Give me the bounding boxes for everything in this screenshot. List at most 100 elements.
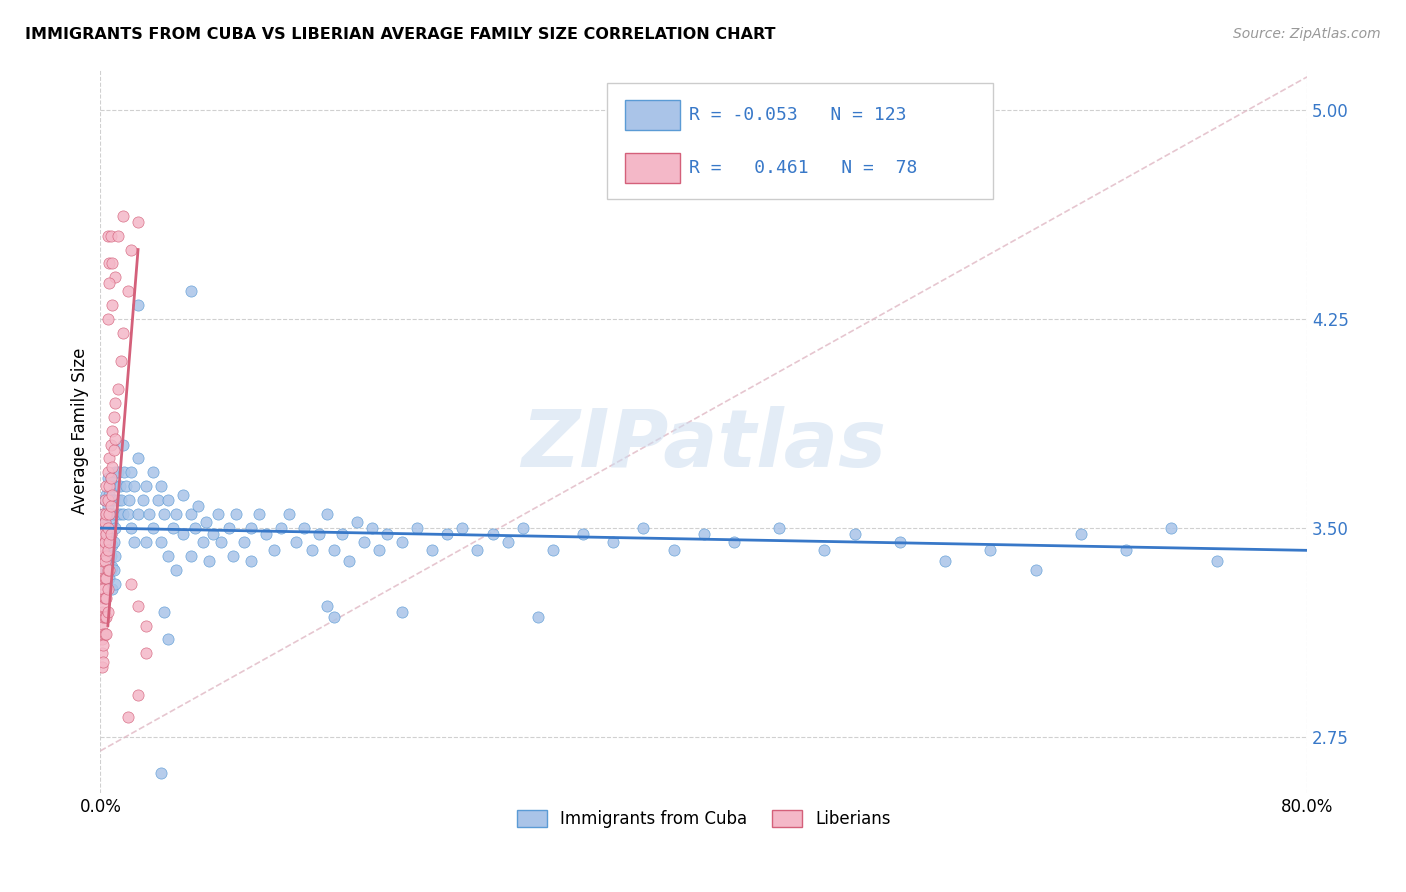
- Point: [100, 526, 122, 541]
- Point: [135, 479, 157, 493]
- Point: [98, 535, 121, 549]
- Point: [240, 554, 263, 568]
- Point: [120, 521, 142, 535]
- Point: [100, 437, 122, 451]
- Point: [90, 576, 112, 591]
- Text: Source: ZipAtlas.com: Source: ZipAtlas.com: [1233, 27, 1381, 41]
- Point: [111, 209, 134, 223]
- Point: [323, 543, 346, 558]
- Point: [104, 270, 127, 285]
- Point: [481, 526, 503, 541]
- Point: [165, 563, 187, 577]
- Point: [101, 459, 124, 474]
- Point: [101, 424, 124, 438]
- Point: [107, 228, 129, 243]
- Point: [218, 521, 240, 535]
- Point: [693, 526, 716, 541]
- Point: [98, 256, 121, 270]
- Point: [90, 647, 112, 661]
- Point: [94, 493, 117, 508]
- Point: [122, 535, 145, 549]
- Point: [101, 298, 124, 312]
- Point: [149, 479, 172, 493]
- Point: [194, 516, 217, 530]
- Point: [323, 610, 346, 624]
- Point: [100, 499, 122, 513]
- Point: [98, 479, 121, 493]
- Point: [94, 571, 117, 585]
- Point: [96, 479, 118, 493]
- Point: [98, 507, 121, 521]
- Point: [94, 610, 117, 624]
- Point: [93, 582, 115, 597]
- Point: [368, 543, 391, 558]
- Point: [108, 479, 131, 493]
- Point: [222, 549, 245, 563]
- Point: [93, 627, 115, 641]
- Bar: [626, 153, 679, 183]
- Point: [152, 507, 174, 521]
- Point: [98, 571, 121, 585]
- Point: [110, 354, 132, 368]
- Point: [93, 638, 115, 652]
- Point: [346, 516, 368, 530]
- Point: [98, 488, 121, 502]
- Point: [120, 243, 142, 257]
- Text: IMMIGRANTS FROM CUBA VS LIBERIAN AVERAGE FAMILY SIZE CORRELATION CHART: IMMIGRANTS FROM CUBA VS LIBERIAN AVERAGE…: [25, 27, 776, 42]
- Point: [101, 488, 124, 502]
- Point: [1205, 554, 1227, 568]
- Point: [127, 599, 149, 613]
- Point: [420, 543, 443, 558]
- Point: [152, 605, 174, 619]
- Point: [117, 285, 139, 299]
- Legend: Immigrants from Cuba, Liberians: Immigrants from Cuba, Liberians: [510, 804, 897, 835]
- Point: [96, 549, 118, 563]
- Point: [723, 535, 745, 549]
- Point: [979, 543, 1001, 558]
- Point: [90, 660, 112, 674]
- Point: [110, 493, 132, 508]
- Point: [127, 451, 149, 466]
- Point: [97, 543, 120, 558]
- Point: [93, 571, 115, 585]
- Point: [104, 432, 127, 446]
- Point: [107, 382, 129, 396]
- Point: [97, 499, 120, 513]
- Point: [149, 766, 172, 780]
- Point: [97, 521, 120, 535]
- Point: [187, 499, 209, 513]
- Text: R = -0.053   N = 123: R = -0.053 N = 123: [689, 106, 907, 124]
- Y-axis label: Average Family Size: Average Family Size: [72, 347, 89, 514]
- Point: [103, 507, 125, 521]
- Point: [93, 599, 115, 613]
- Point: [104, 521, 127, 535]
- Point: [97, 605, 120, 619]
- Bar: [607, 83, 993, 199]
- Point: [285, 535, 308, 549]
- Point: [111, 507, 134, 521]
- Point: [93, 655, 115, 669]
- Point: [572, 526, 595, 541]
- Point: [391, 535, 413, 549]
- Point: [662, 543, 685, 558]
- Point: [93, 554, 115, 568]
- Point: [118, 493, 141, 508]
- Point: [353, 535, 375, 549]
- Point: [101, 560, 124, 574]
- Point: [207, 507, 229, 521]
- Point: [1070, 526, 1092, 541]
- Point: [127, 688, 149, 702]
- Point: [633, 521, 655, 535]
- Point: [127, 215, 149, 229]
- Point: [96, 507, 118, 521]
- Point: [100, 526, 122, 541]
- Point: [98, 451, 121, 466]
- Point: [1115, 543, 1137, 558]
- Point: [97, 471, 120, 485]
- Point: [541, 543, 564, 558]
- Point: [96, 591, 118, 605]
- Point: [96, 610, 118, 624]
- Point: [315, 599, 337, 613]
- Point: [270, 521, 292, 535]
- Point: [889, 535, 911, 549]
